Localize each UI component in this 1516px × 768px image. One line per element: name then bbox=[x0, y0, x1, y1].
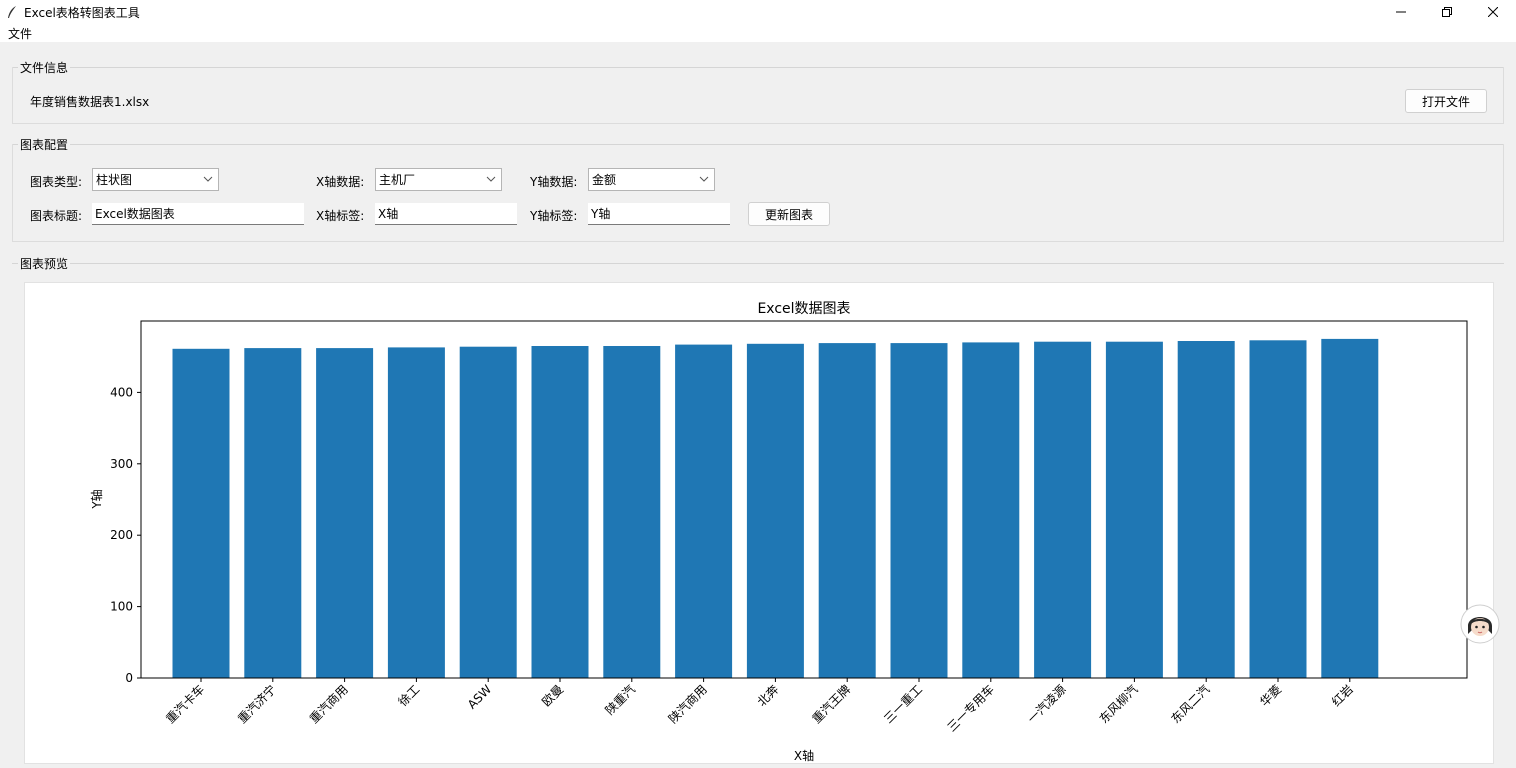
restore-button[interactable] bbox=[1424, 0, 1470, 24]
plot-frame bbox=[140, 320, 1468, 679]
x-label-label: X轴标签: bbox=[316, 209, 365, 223]
x-data-select[interactable]: 主机厂 bbox=[375, 168, 502, 191]
x-tick-label: ASW bbox=[465, 682, 495, 712]
x-tick-label: 东风二汽 bbox=[1168, 682, 1213, 727]
update-chart-button[interactable]: 更新图表 bbox=[748, 202, 830, 226]
x-tick-label: 陕汽商用 bbox=[665, 682, 710, 727]
x-tick-label: 三一重工 bbox=[881, 682, 925, 726]
chevron-down-icon bbox=[202, 172, 214, 189]
x-label-input[interactable]: X轴 bbox=[375, 203, 517, 225]
config-frame bbox=[12, 144, 1504, 242]
close-button[interactable] bbox=[1470, 0, 1516, 24]
restore-icon bbox=[1442, 7, 1452, 17]
x-tick-label: 北奔 bbox=[755, 682, 782, 709]
x-tick-label: 一汽凌源 bbox=[1024, 682, 1069, 727]
x-tick-label: 红岩 bbox=[1328, 682, 1356, 710]
config-section-label: 图表配置 bbox=[18, 136, 71, 153]
window-title: Excel表格转图表工具 bbox=[24, 5, 140, 20]
file-info-frame bbox=[12, 67, 1504, 124]
x-tick-label: 重汽卡车 bbox=[163, 682, 208, 727]
y-label-label: Y轴标签: bbox=[530, 209, 578, 223]
x-axis-label: X轴 bbox=[794, 748, 814, 763]
y-tick-label: 0 bbox=[125, 671, 133, 685]
y-label-input[interactable]: Y轴 bbox=[588, 203, 730, 225]
close-icon bbox=[1488, 7, 1498, 17]
bar-8 bbox=[746, 343, 804, 678]
x-tick-label: 陕重汽 bbox=[602, 682, 638, 718]
x-tick-label: 重汽商用 bbox=[306, 682, 351, 727]
y-tick-label: 300 bbox=[110, 457, 133, 471]
bar-4 bbox=[459, 346, 517, 678]
bar-14 bbox=[1177, 341, 1235, 678]
x-ticks-group: 重汽卡车 重汽济宁 重汽商用 徐工 ASW 欧曼 陕重汽 陕汽商用 北奔 重汽王牌 三一重工 三一专用… bbox=[163, 678, 1356, 735]
y-ticks-group: 0 100 200 300 400 bbox=[110, 385, 141, 685]
bar-16 bbox=[1321, 338, 1379, 678]
chart-type-select[interactable]: 柱状图 bbox=[92, 168, 219, 191]
preview-section-label: 图表预览 bbox=[18, 255, 71, 272]
bar-11 bbox=[962, 342, 1020, 678]
y-data-value: 金额 bbox=[592, 173, 617, 187]
open-file-button[interactable]: 打开文件 bbox=[1405, 89, 1487, 113]
minimize-button[interactable] bbox=[1378, 0, 1424, 24]
y-axis-label: Y轴 bbox=[89, 489, 104, 509]
y-tick-label: 200 bbox=[110, 528, 133, 542]
chart-preview-canvas: Excel数据图表 0 100 200 300 400 重汽卡车 重汽济宁 重汽商用 徐工 AS… bbox=[24, 282, 1494, 764]
y-data-select[interactable]: 金额 bbox=[588, 168, 715, 191]
bar-12 bbox=[1034, 341, 1092, 678]
y-tick-label: 400 bbox=[110, 385, 133, 399]
chevron-down-icon bbox=[485, 172, 497, 189]
x-tick-label: 东风柳汽 bbox=[1096, 682, 1141, 727]
bar-chart: Excel数据图表 0 100 200 300 400 重汽卡车 重汽济宁 重汽商用 徐工 AS… bbox=[89, 301, 1468, 763]
bar-6 bbox=[603, 346, 661, 678]
filename-label: 年度销售数据表1.xlsx bbox=[30, 95, 150, 109]
bars-group bbox=[172, 338, 1379, 678]
avatar-icon bbox=[1460, 604, 1500, 644]
bar-13 bbox=[1105, 341, 1163, 678]
chart-title: Excel数据图表 bbox=[757, 301, 850, 317]
bar-2 bbox=[316, 348, 374, 678]
bar-5 bbox=[531, 346, 589, 678]
chart-type-value: 柱状图 bbox=[96, 173, 133, 187]
y-tick-label: 100 bbox=[110, 600, 133, 614]
x-tick-label: 重汽济宁 bbox=[234, 682, 279, 727]
bar-1 bbox=[244, 348, 302, 678]
bar-7 bbox=[675, 344, 733, 678]
chart-type-label: 图表类型: bbox=[30, 175, 83, 189]
x-tick-label: 华菱 bbox=[1257, 682, 1284, 709]
x-tick-label: 徐工 bbox=[395, 682, 423, 710]
config-divider bbox=[12, 144, 1504, 145]
chart-title-input[interactable]: Excel数据图表 bbox=[92, 203, 304, 225]
bar-9 bbox=[818, 343, 876, 678]
bar-3 bbox=[387, 347, 445, 678]
x-tick-label: 三一专用车 bbox=[944, 682, 997, 735]
bar-15 bbox=[1249, 340, 1307, 678]
chevron-down-icon bbox=[698, 172, 710, 189]
x-tick-label: 重汽王牌 bbox=[809, 682, 854, 727]
file-info-section-label: 文件信息 bbox=[18, 59, 71, 76]
x-data-label: X轴数据: bbox=[316, 175, 365, 189]
menubar: 文件 bbox=[0, 24, 1516, 42]
x-data-value: 主机厂 bbox=[379, 173, 416, 187]
preview-divider bbox=[12, 263, 1504, 264]
x-tick-label: 欧曼 bbox=[539, 682, 566, 709]
feather-icon bbox=[4, 4, 20, 20]
window-titlebar: Excel表格转图表工具 bbox=[0, 0, 1516, 24]
bar-10 bbox=[890, 343, 948, 678]
assistant-avatar[interactable] bbox=[1460, 604, 1500, 644]
bar-0 bbox=[172, 348, 230, 678]
file-info-divider bbox=[12, 67, 1504, 68]
y-data-label: Y轴数据: bbox=[530, 175, 578, 189]
chart-title-label: 图表标题: bbox=[30, 209, 83, 223]
minimize-icon bbox=[1396, 11, 1406, 13]
menu-file[interactable]: 文件 bbox=[8, 26, 33, 41]
